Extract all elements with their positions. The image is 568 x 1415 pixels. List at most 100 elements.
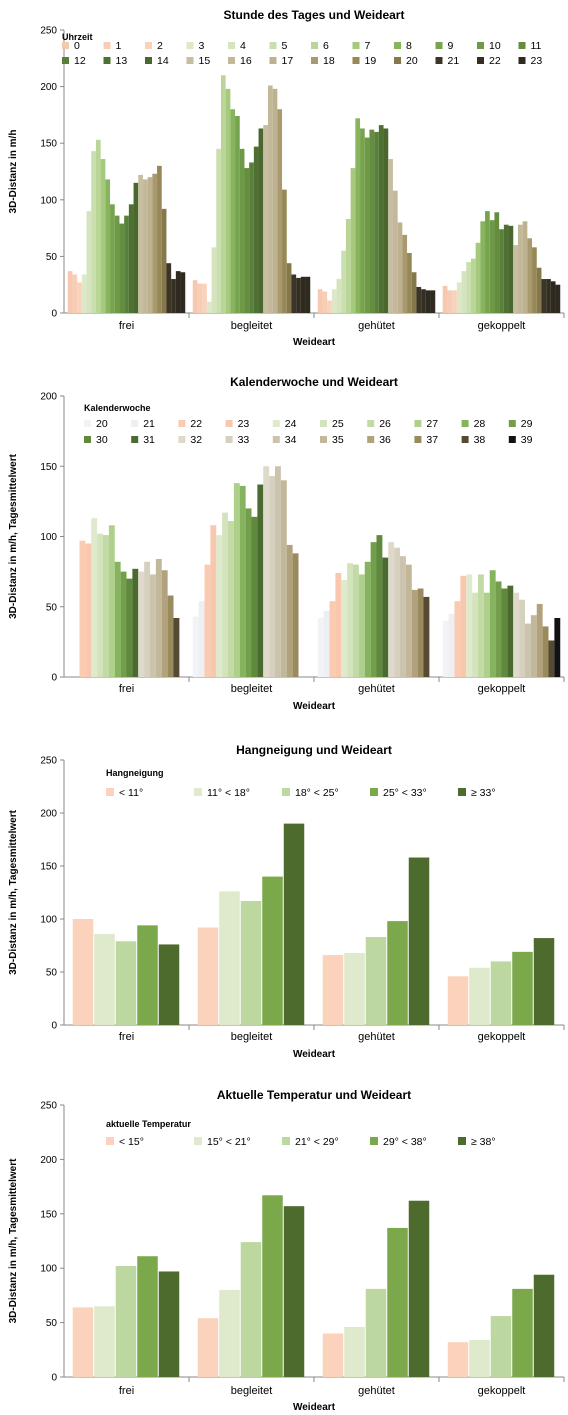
y-tick-label: 0 [51,309,57,320]
bar [110,204,115,313]
legend-label: < 15° [119,1136,144,1148]
legend-label: 19 [365,55,377,67]
bar [119,223,125,313]
bar [490,1316,512,1377]
bar [512,1288,533,1377]
bar [376,535,383,677]
bar [317,289,323,313]
legend-label: 15 [199,55,211,67]
bar [522,221,528,313]
bar [277,109,283,314]
legend-swatch [225,436,233,443]
y-axis-label: 3D-Distanz in m/h, Tagesmittelwert [8,453,19,619]
bar [198,601,205,677]
bar [240,900,262,1025]
bar [230,109,236,314]
legend-label: 21° < 29° [295,1136,339,1148]
legend-swatch [367,420,375,427]
legend-label: 23 [531,55,543,67]
x-tick-label: begleitet [231,320,273,332]
legend-swatch [194,1137,202,1145]
bar [72,919,94,1025]
bar [536,267,542,313]
bar [364,137,370,313]
legend-label: 29 [521,418,533,430]
legend-swatch [435,42,443,49]
bar [472,592,479,677]
bar [478,574,484,677]
y-tick-label: 0 [51,1373,57,1384]
legend-label: 17 [282,55,294,67]
legend-swatch [145,42,152,49]
bar [206,301,212,313]
y-tick-label: 50 [46,968,58,979]
bar [322,955,344,1025]
bar [407,253,412,313]
bar [421,289,426,313]
bar [115,1266,137,1377]
bar [550,281,556,313]
bar [370,542,377,677]
bar [392,190,398,313]
bar [94,1306,115,1377]
x-tick-label: gekoppelt [478,1031,526,1043]
bar [262,1195,283,1377]
bar [192,280,198,313]
y-axis-label: 3D-Distanz in m/h [8,130,19,214]
bar [461,271,467,313]
bar [475,242,481,313]
legend-swatch [84,420,91,427]
x-axis-label: Weideart [293,1049,336,1060]
legend-swatch [269,42,277,49]
bar [157,165,162,313]
legend-label: 31 [143,434,155,446]
legend-swatch [394,42,401,49]
legend-swatch [458,788,466,796]
y-tick-label: 250 [40,26,57,37]
bar [423,596,430,677]
x-tick-label: frei [119,1031,134,1043]
bar [211,247,217,313]
legend-label: ≥ 33° [471,787,496,799]
legend-label: 18 [323,55,335,67]
bar [517,224,523,313]
legend-label: 5 [282,40,288,52]
x-tick-label: gehütet [358,1385,395,1397]
y-tick-label: 150 [40,462,57,473]
bar [353,564,359,677]
bar [216,148,221,313]
legend-label: 25° < 33° [383,787,427,799]
bar [548,640,555,677]
chart-title: Aktuelle Temperatur und Weideart [217,1088,411,1102]
bar [85,543,92,677]
bar [447,1342,469,1377]
legend-label: 37 [426,434,438,446]
legend-title: Hangneigung [106,768,164,778]
bar [490,961,512,1025]
legend-label: 18° < 25° [295,787,339,799]
bar [336,279,342,313]
bar [532,247,537,313]
chart-title: Hangneigung und Weideart [236,743,392,757]
bar [291,274,297,313]
bar [469,967,490,1025]
bar [147,177,153,313]
legend-swatch [414,436,422,443]
bar [512,951,533,1025]
bar [430,290,436,313]
legend-swatch [508,420,516,427]
bar [533,1274,555,1377]
legend-swatch [84,436,91,443]
bar [365,1288,387,1377]
bar [508,225,514,313]
bar [388,159,393,313]
legend-swatch [272,420,280,427]
bar [263,125,268,313]
legend-swatch [103,57,111,64]
bar [369,129,375,313]
legend-label: 11 [531,40,542,52]
legend-swatch [282,788,290,796]
bar [360,128,365,313]
bar [555,284,561,313]
chart-4: Aktuelle Temperatur und Weideart 3D-Dista… [8,1088,565,1413]
